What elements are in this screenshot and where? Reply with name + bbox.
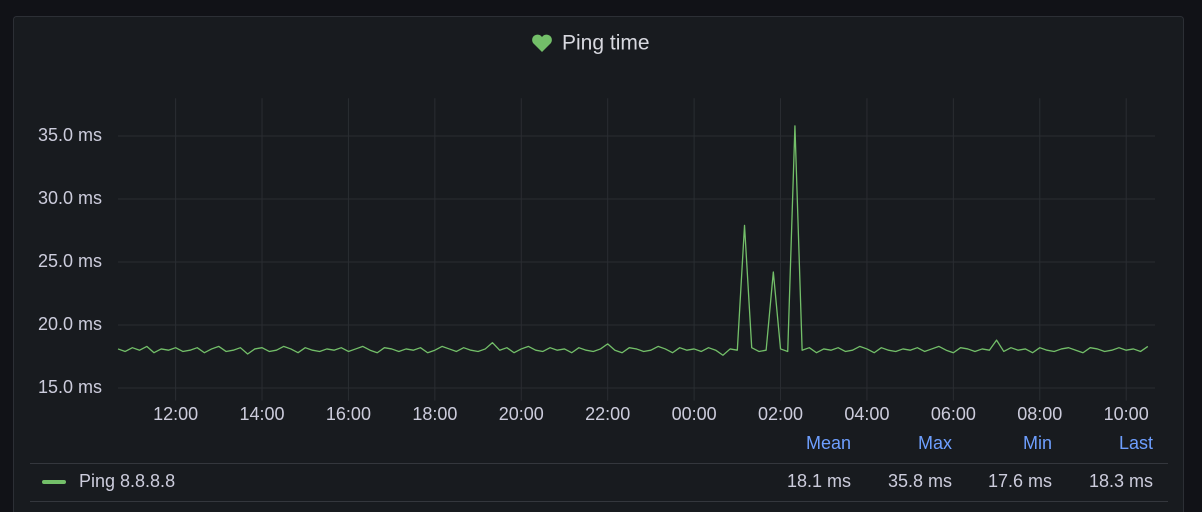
legend-label: Ping 8.8.8.8 bbox=[79, 471, 175, 491]
legend-swatch bbox=[42, 480, 66, 484]
x-tick-label: 18:00 bbox=[412, 404, 457, 424]
x-tick-label: 14:00 bbox=[240, 404, 285, 424]
legend-stat: 35.8 ms bbox=[888, 471, 952, 491]
y-tick-label: 30.0 ms bbox=[38, 188, 102, 208]
legend-column-header: Last bbox=[1119, 433, 1153, 453]
legend-stat: 18.1 ms bbox=[787, 471, 851, 491]
x-tick-label: 22:00 bbox=[585, 404, 630, 424]
y-tick-label: 15.0 ms bbox=[38, 377, 102, 397]
x-tick-label: 20:00 bbox=[499, 404, 544, 424]
legend-stat: 17.6 ms bbox=[988, 471, 1052, 491]
x-tick-label: 12:00 bbox=[153, 404, 198, 424]
x-tick-label: 00:00 bbox=[672, 404, 717, 424]
x-tick-label: 04:00 bbox=[844, 404, 889, 424]
x-tick-label: 08:00 bbox=[1017, 404, 1062, 424]
status-heart bbox=[532, 34, 552, 52]
legend-column-header: Mean bbox=[806, 433, 851, 453]
panel-title: Ping time bbox=[562, 32, 650, 55]
y-tick-label: 20.0 ms bbox=[38, 314, 102, 334]
legend-stat: 18.3 ms bbox=[1089, 471, 1153, 491]
x-tick-label: 02:00 bbox=[758, 404, 803, 424]
y-tick-label: 25.0 ms bbox=[38, 251, 102, 271]
x-tick-label: 10:00 bbox=[1104, 404, 1149, 424]
panel-frame bbox=[13, 16, 1184, 512]
x-tick-label: 16:00 bbox=[326, 404, 371, 424]
x-tick-label: 06:00 bbox=[931, 404, 976, 424]
legend-column-header: Min bbox=[1023, 433, 1052, 453]
series-line bbox=[117, 125, 1149, 356]
legend-column-header: Max bbox=[918, 433, 952, 453]
y-tick-label: 35.0 ms bbox=[38, 125, 102, 145]
